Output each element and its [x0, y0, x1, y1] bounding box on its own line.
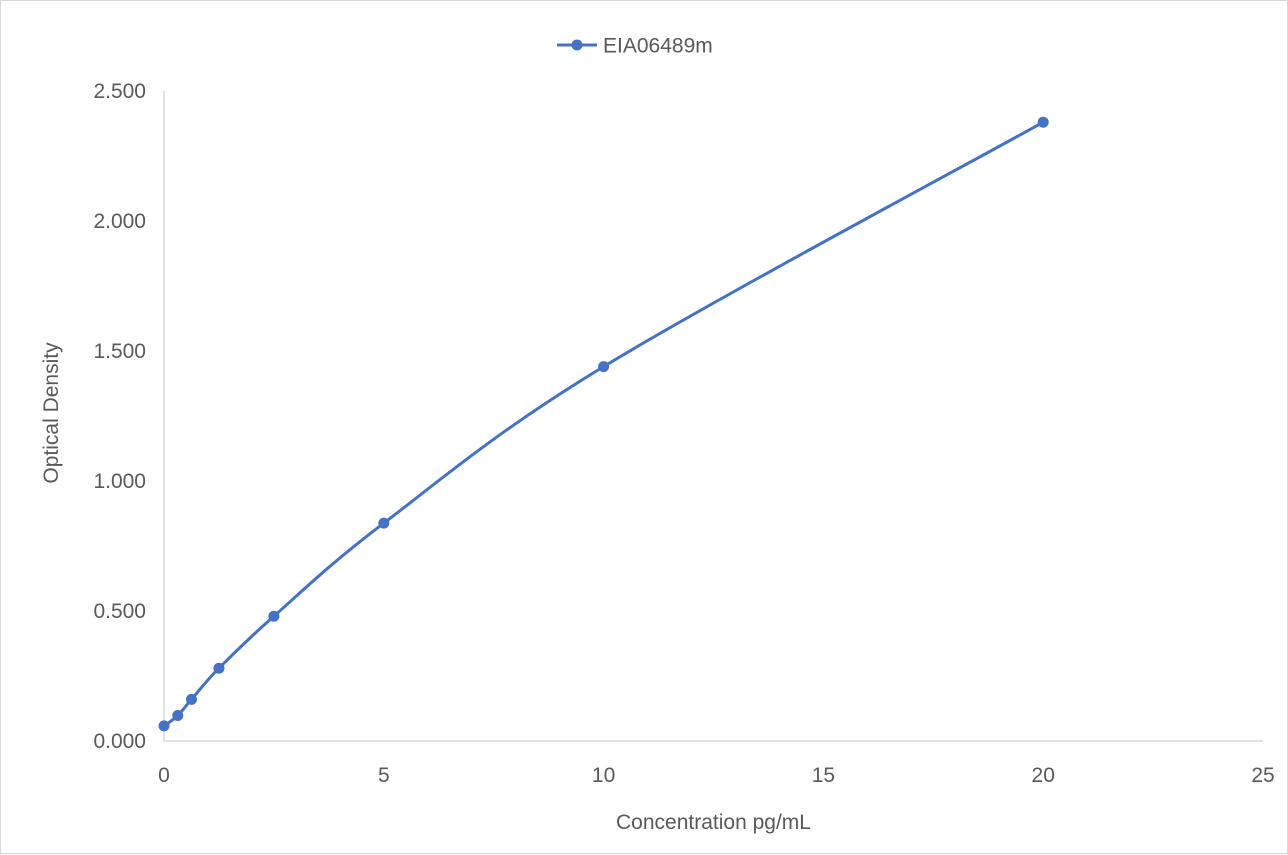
data-point — [172, 710, 184, 722]
y-tick-labels: 0.000 0.500 1.000 1.500 2.000 2.500 — [93, 80, 146, 753]
data-point — [268, 610, 280, 622]
y-axis-title: Optical Density — [40, 342, 63, 484]
legend-label: EIA06489m — [603, 35, 713, 58]
data-point — [378, 517, 390, 529]
data-point — [158, 720, 170, 732]
x-tick-label: 5 — [378, 764, 390, 787]
y-tick-label: 0.500 — [93, 600, 146, 623]
data-point — [1037, 116, 1049, 128]
x-axis-title: Concentration pg/mL — [616, 811, 811, 834]
data-point — [185, 693, 197, 705]
x-tick-label: 0 — [158, 764, 170, 787]
x-tick-label: 15 — [812, 764, 835, 787]
plot-axes — [163, 91, 1263, 742]
y-tick-label: 2.500 — [93, 80, 146, 103]
x-tick-labels: 0 5 10 15 20 25 — [158, 764, 1275, 787]
legend: EIA06489m — [557, 35, 713, 58]
x-tick-label: 25 — [1251, 764, 1274, 787]
x-tick-label: 10 — [592, 764, 615, 787]
y-tick-label: 1.500 — [93, 340, 146, 363]
data-point — [213, 662, 225, 674]
data-point — [598, 361, 610, 373]
legend-marker — [571, 39, 583, 51]
x-tick-label: 20 — [1032, 764, 1055, 787]
y-tick-label: 0.000 — [93, 730, 146, 753]
y-tick-label: 1.000 — [93, 470, 146, 493]
series-line — [162, 120, 1045, 728]
series-layer — [158, 116, 1049, 732]
y-tick-label: 2.000 — [93, 210, 146, 233]
